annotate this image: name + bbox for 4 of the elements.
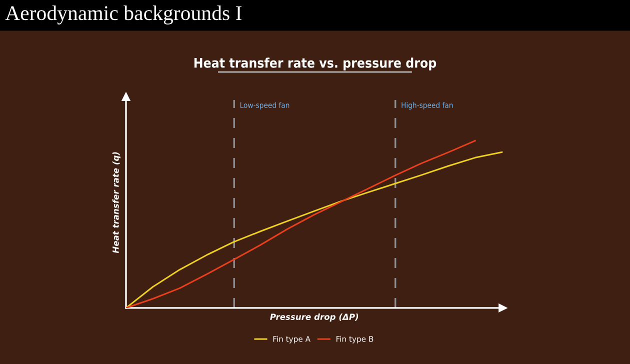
chart-title: Aerodynamic backgrounds I [5,6,242,24]
y-axis-title: Heat transfer rate (q) [112,152,120,254]
chart-subtitle: Heat transfer rate vs. pressure drop [194,58,436,70]
x-axis-title: Pressure drop (ΔP) [270,314,358,322]
